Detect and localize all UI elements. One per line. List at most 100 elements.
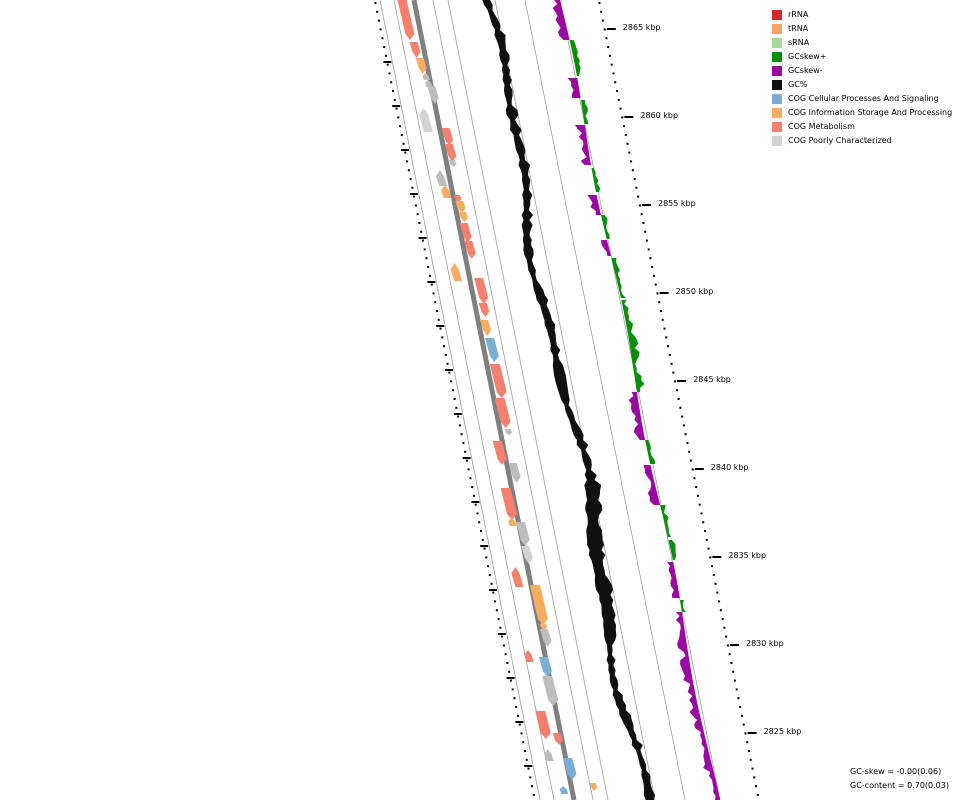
- minor-tick: [681, 415, 684, 418]
- minor-tick: [616, 90, 618, 92]
- minor-tick: [718, 600, 721, 603]
- minor-tick: [485, 556, 488, 559]
- minor-tick: [448, 371, 451, 374]
- guide-line: [393, 0, 555, 800]
- minor-tick: [423, 248, 426, 251]
- minor-tick: [698, 503, 701, 506]
- minor-tick: [446, 362, 449, 365]
- minor-tick: [702, 521, 705, 524]
- minor-tick: [663, 327, 666, 330]
- legend-label: COG Cellular Processes And Signaling: [788, 94, 939, 103]
- minor-tick: [661, 318, 664, 321]
- gc-skew-positive: [660, 505, 672, 537]
- minor-tick: [469, 477, 472, 480]
- gene-feature: [458, 212, 468, 222]
- minor-tick: [623, 125, 626, 128]
- minor-tick: [740, 714, 743, 717]
- gc-skew-negative: [587, 195, 601, 215]
- minor-tick: [393, 98, 396, 101]
- minor-tick: [511, 688, 514, 691]
- minor-tick: [667, 345, 670, 348]
- gc-content-stat: GC-content = 0.70(0.03): [850, 781, 949, 790]
- gc-skew-positive: [600, 215, 610, 239]
- guide-line: [559, 0, 721, 800]
- minor-tick: [531, 785, 534, 788]
- minor-tick: [506, 662, 509, 664]
- minor-tick: [390, 81, 393, 84]
- minor-tick: [399, 125, 402, 128]
- legend-label: GCskew+: [788, 52, 827, 61]
- minor-tick: [674, 380, 677, 383]
- minor-tick: [439, 327, 442, 330]
- gene-feature: [500, 488, 517, 520]
- minor-tick: [753, 776, 756, 779]
- minor-tick: [737, 697, 740, 700]
- gene-feature: [449, 160, 457, 167]
- minor-tick: [458, 424, 461, 427]
- minor-tick: [487, 565, 490, 568]
- minor-tick: [682, 424, 685, 427]
- gene-feature: [422, 73, 430, 80]
- gene-feature: [450, 263, 463, 281]
- legend-label: tRNA: [788, 24, 809, 33]
- minor-tick: [617, 98, 620, 101]
- minor-tick: [726, 644, 729, 647]
- gene-feature: [489, 364, 507, 398]
- minor-tick: [603, 28, 606, 31]
- minor-tick: [379, 28, 382, 31]
- minor-tick: [705, 538, 708, 541]
- minor-tick: [635, 186, 638, 189]
- minor-tick: [605, 37, 608, 40]
- gc-skew-positive: [569, 40, 581, 76]
- minor-tick: [633, 178, 636, 180]
- minor-tick: [425, 257, 428, 260]
- minor-tick: [377, 19, 380, 22]
- minor-tick: [455, 406, 458, 409]
- minor-tick: [520, 732, 523, 735]
- minor-tick: [518, 723, 521, 726]
- legend-item: tRNA: [772, 22, 952, 36]
- minor-tick: [404, 151, 407, 154]
- tick-label: 2865 kbp: [623, 23, 661, 32]
- legend-label: GCskew-: [788, 66, 823, 75]
- minor-tick: [721, 618, 724, 620]
- minor-tick: [755, 785, 758, 788]
- gc-skew-positive: [668, 540, 677, 560]
- tick-label: 2830 kbp: [746, 639, 784, 648]
- feature-track: [397, 0, 598, 794]
- minor-tick: [647, 248, 650, 251]
- gene-feature: [474, 278, 489, 304]
- minor-tick: [610, 63, 613, 66]
- legend-item: GC%: [772, 78, 952, 92]
- minor-tick: [693, 477, 696, 480]
- legend-swatch: [772, 38, 782, 48]
- gene-feature: [427, 86, 439, 104]
- legend-label: COG Information Storage And Processing: [788, 108, 953, 117]
- minor-tick: [668, 354, 671, 356]
- minor-tick: [748, 750, 750, 752]
- gene-feature: [494, 398, 511, 428]
- minor-tick: [607, 46, 610, 48]
- legend-item: COG Information Storage And Processing: [772, 106, 952, 120]
- minor-tick: [504, 653, 507, 656]
- minor-tick: [384, 54, 387, 57]
- gc-skew-positive: [580, 100, 589, 124]
- minor-tick: [700, 512, 703, 515]
- tick-label: 2855 kbp: [658, 199, 696, 208]
- gene-feature: [444, 144, 457, 162]
- track-guide-lines: [379, 0, 721, 800]
- gc-skew-track: [552, 0, 721, 800]
- gene-feature: [454, 195, 462, 202]
- minor-tick: [711, 565, 714, 568]
- gc-skew-negative: [567, 78, 581, 98]
- minor-tick: [704, 530, 706, 532]
- gc-skew-negative: [643, 465, 661, 505]
- minor-tick: [478, 521, 481, 524]
- gene-feature: [397, 0, 415, 40]
- legend: rRNA tRNA sRNA GCskew+ GCskew- GC% COG Cellula…: [772, 8, 952, 148]
- minor-tick: [714, 582, 717, 585]
- minor-tick: [516, 714, 519, 717]
- minor-tick: [614, 81, 617, 84]
- gc-content-band: [482, 0, 656, 800]
